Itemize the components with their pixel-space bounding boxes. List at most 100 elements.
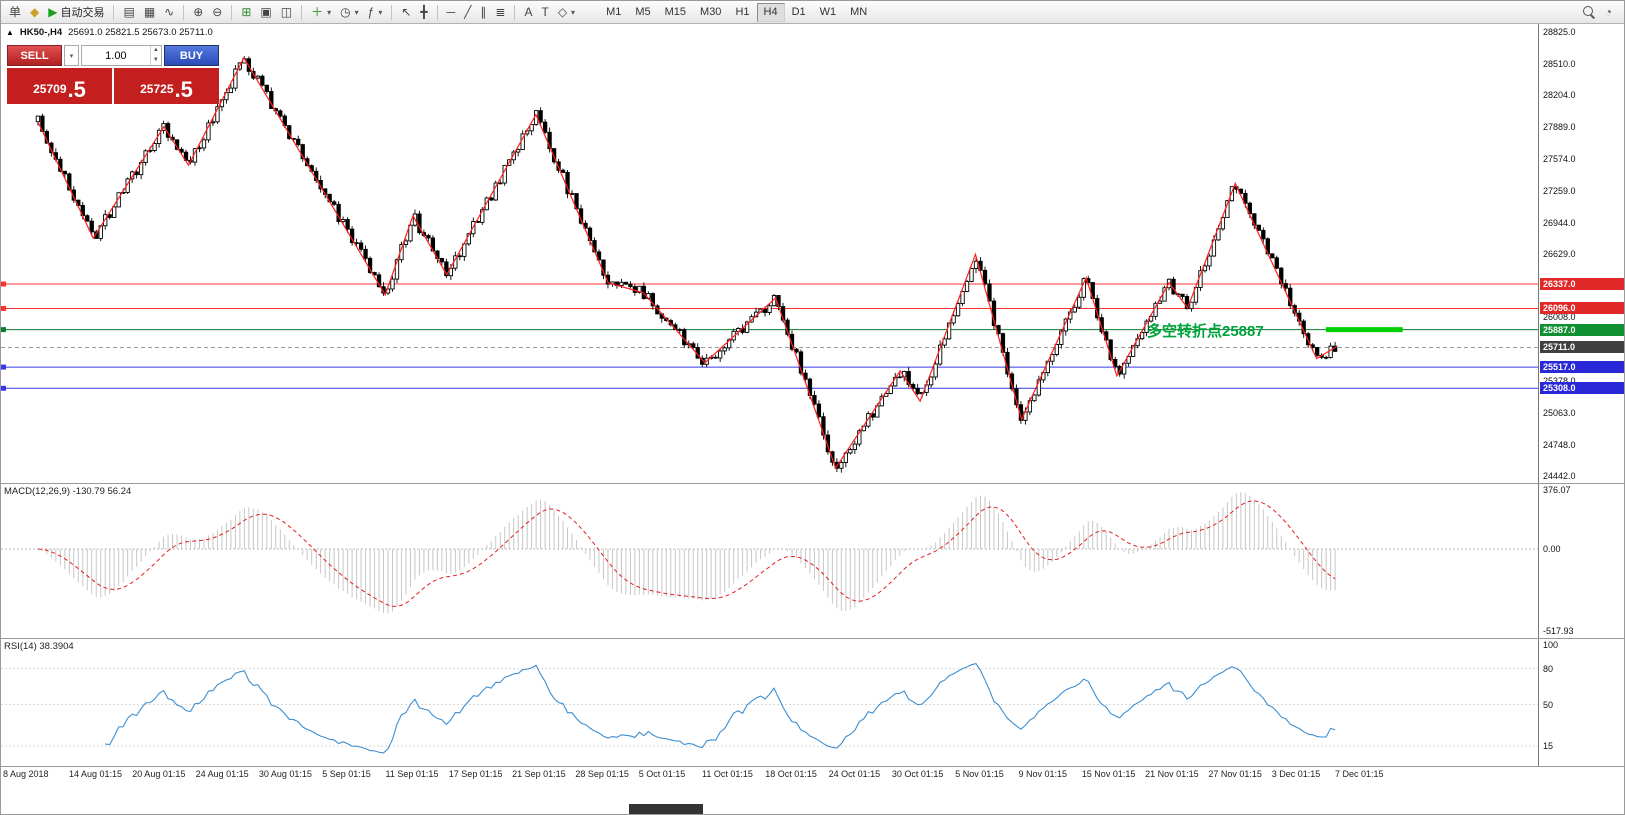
autotrading-icon: ▶ — [48, 5, 58, 19]
hline-handle[interactable] — [1, 305, 6, 311]
autotrading-button[interactable]: ▶ 自动交易 — [44, 3, 108, 22]
volume-input[interactable] — [82, 46, 150, 65]
text-button[interactable]: A — [520, 3, 536, 22]
volume-up-stepper[interactable]: ▲ — [152, 47, 159, 53]
sell-button[interactable]: SELL — [7, 45, 62, 66]
new-chart-button[interactable]: ＋ ▾ — [307, 3, 335, 22]
chevron-down-icon: ▾ — [69, 52, 74, 60]
time-axis-label: 5 Sep 01:15 — [322, 769, 371, 779]
timeframe-h1-button[interactable]: H1 — [728, 3, 756, 22]
candlestick-chart-button[interactable]: ▦ — [140, 3, 159, 22]
dropdown-arrow-icon: ▾ — [327, 7, 332, 17]
cursor-button[interactable]: ↖ — [397, 3, 415, 22]
time-axis-label: 8 Aug 2018 — [3, 769, 49, 779]
hline-handle[interactable] — [1, 385, 6, 391]
macd-axis[interactable]: 376.07 0.00 -517.93 — [1538, 484, 1624, 638]
time-axis-label: 24 Oct 01:15 — [828, 769, 881, 779]
cascade-windows-icon: ◫ — [280, 5, 293, 19]
timeframe-w1-button[interactable]: W1 — [813, 3, 844, 22]
hline-handle[interactable] — [1, 364, 6, 370]
time-axis-label: 11 Sep 01:15 — [385, 769, 439, 779]
timeframe-d1-button[interactable]: D1 — [785, 3, 813, 22]
hline-handle[interactable] — [1, 281, 6, 287]
new-order-icon: 单 — [9, 5, 22, 19]
channel-button[interactable]: ∥ — [476, 3, 490, 22]
buy-price-main: 25725 — [140, 82, 174, 97]
price-axis-label: 28510.0 — [1543, 58, 1576, 69]
candlestick-chart-icon: ▦ — [143, 5, 156, 19]
price-axis[interactable]: 28825.0 28510.0 28204.0 27889.0 27574.0 27259… — [1538, 24, 1624, 483]
time-axis-label: 30 Oct 01:15 — [891, 769, 944, 779]
pivot-annotation-text[interactable]: 多空转折点25887 — [1147, 322, 1264, 340]
timeframe-h4-button[interactable]: H4 — [756, 2, 785, 22]
tile-windows-button[interactable]: ▣ — [256, 3, 275, 22]
new-order-button[interactable]: 单 — [5, 3, 25, 22]
cascade-windows-button[interactable]: ◫ — [277, 3, 296, 22]
rsi-indicator-label: RSI(14) 38.3904 — [4, 641, 74, 652]
line-chart-button[interactable]: ∿ — [160, 3, 178, 22]
volume-down-stepper[interactable]: ▼ — [152, 56, 159, 63]
timeframe-mn-button[interactable]: MN — [843, 3, 874, 22]
collapse-arrow-icon[interactable]: ▲ — [6, 28, 14, 37]
time-axis-label: 15 Nov 01:15 — [1081, 769, 1136, 779]
chart-ohlc: 25691.0 25821.5 25673.0 25711.0 — [68, 27, 213, 38]
price-axis-label: 24442.0 — [1543, 471, 1576, 481]
zoom-out-button[interactable]: ⊖ — [208, 3, 226, 22]
toolbar-separator — [391, 4, 393, 20]
buy-price-display[interactable]: 25725 .5 — [114, 68, 219, 104]
timeframe-m30-button[interactable]: M30 — [693, 3, 728, 22]
price-axis-label: 25378.0 — [1543, 376, 1576, 387]
rsi-line — [105, 662, 1336, 754]
main-chart-panel: 28825.0 28510.0 28204.0 27889.0 27574.0 27259… — [1, 24, 1624, 483]
indicators-icon: ƒ — [367, 5, 375, 19]
clock-icon[interactable]: ◔ — [1604, 5, 1612, 19]
hline-handle[interactable] — [1, 327, 6, 333]
toolbar: 单 ◆ ▶ 自动交易 ▤ ▦ ∿ ⊕ ⊖ ⊞ ▣ ◫ ＋ ▾ ◷ ▾ ƒ ▾ ↖ ╋ ─ ╱ ∥ ≣ A T ◇ ▾ M1 M5 M15 M… — [1, 1, 1624, 24]
toolbar-right: ◔ — [1582, 5, 1620, 19]
timeframe-m5-button[interactable]: M5 — [628, 3, 657, 22]
price-axis-label: 27259.0 — [1543, 185, 1576, 196]
sell-price-display[interactable]: 25709 .5 — [7, 68, 112, 104]
search-icon[interactable] — [1582, 6, 1595, 18]
price-axis-label: 26629.0 — [1543, 249, 1576, 260]
macd-indicator-label: MACD(12,26,9) -130.79 56.24 — [4, 486, 132, 497]
rsi-axis-label: 80 — [1543, 663, 1554, 674]
cursor-icon: ↖ — [401, 5, 412, 19]
time-axis-label: 28 Sep 01:15 — [575, 769, 629, 779]
timeframe-m1-button[interactable]: M1 — [599, 3, 628, 22]
price-axis-label: 25063.0 — [1543, 408, 1576, 419]
dropdown-arrow-icon: ▾ — [378, 7, 383, 17]
bars-chart-button[interactable]: ▤ — [119, 3, 138, 22]
new-chart-icon: ＋ — [311, 5, 324, 19]
macd-chart[interactable] — [1, 484, 1538, 638]
zoom-in-button[interactable]: ⊕ — [189, 3, 207, 22]
rsi-axis[interactable]: 100 80 50 15 — [1538, 639, 1624, 766]
channel-icon: ∥ — [480, 5, 487, 19]
price-badge: 26096.0 — [1540, 302, 1624, 315]
zigzag-line[interactable] — [37, 56, 1337, 470]
indicators-button[interactable]: ƒ ▾ — [364, 3, 387, 22]
grid-button[interactable]: ⊞ — [237, 3, 255, 22]
fibonacci-button[interactable]: ≣ — [491, 3, 509, 22]
toolbar-separator — [514, 4, 516, 20]
market-watch-button[interactable]: ◆ — [26, 3, 43, 22]
price-axis-label: 26008.0 — [1543, 312, 1576, 323]
timeframe-m15-button[interactable]: M15 — [658, 3, 693, 22]
crosshair-button[interactable]: ╋ — [416, 3, 431, 22]
macd-panel: 376.07 0.00 -517.93 MACD(12,26,9) -130.79 … — [1, 483, 1624, 638]
trendline-icon: ╱ — [464, 5, 472, 19]
candlestick-chart[interactable] — [1, 24, 1538, 483]
shapes-button[interactable]: ◇ ▾ — [554, 3, 579, 22]
buy-button[interactable]: BUY — [164, 45, 219, 66]
rsi-chart[interactable] — [1, 639, 1538, 766]
time-axis[interactable]: 8 Aug 2018 14 Aug 01:15 20 Aug 01:15 24 Aug… — [1, 766, 1624, 782]
volume-preset-dropdown[interactable]: ▾ — [64, 45, 79, 66]
periodicity-icon: ◷ — [340, 5, 351, 19]
horizontal-line-button[interactable]: ─ — [443, 3, 460, 22]
label-button[interactable]: T — [537, 3, 552, 22]
periodicity-button[interactable]: ◷ ▾ — [336, 3, 363, 22]
trendline-button[interactable]: ╱ — [460, 3, 475, 22]
crosshair-icon: ╋ — [420, 5, 428, 19]
horizontal-scrollbar-thumb[interactable] — [629, 804, 703, 814]
